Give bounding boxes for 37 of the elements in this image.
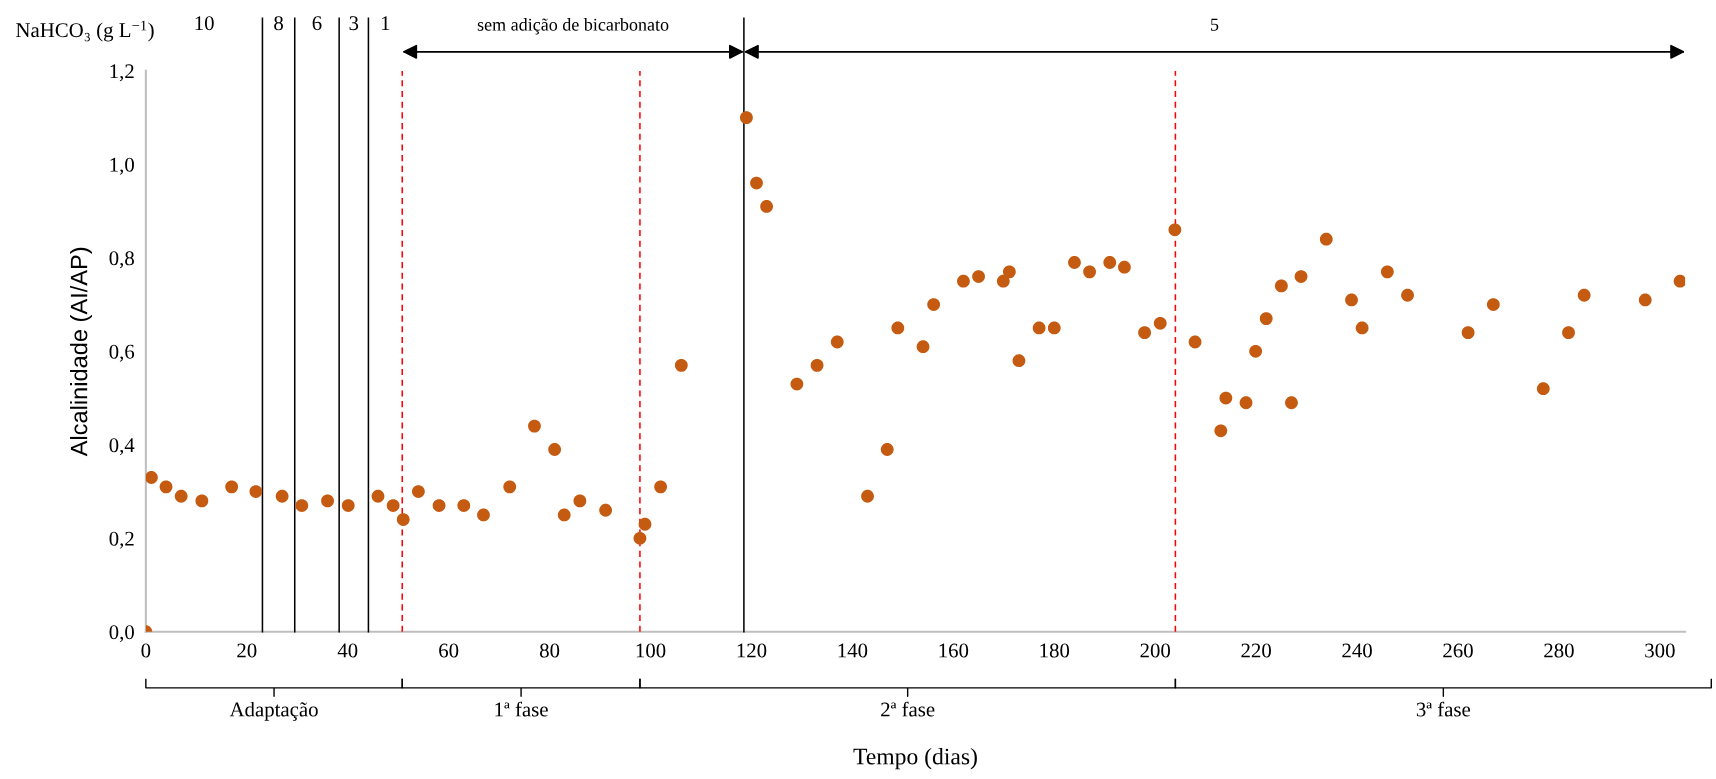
y-tick-label: 0,2 — [109, 531, 134, 549]
text: 5 — [1211, 18, 1219, 31]
text: NaHCO₃ (g L$^{−1}$) — [16, 20, 154, 42]
text: 3ª fase — [1416, 701, 1471, 717]
x-tick-label: 240 — [1342, 643, 1372, 658]
x-tick-label: 80 — [539, 643, 560, 658]
x-tick-label: 20 — [237, 643, 257, 658]
x-tick-label: 100 — [636, 643, 666, 658]
text: 1 — [381, 16, 390, 30]
x-tick-label: 200 — [1140, 643, 1171, 658]
text: Adaptação — [229, 701, 318, 721]
y-tick-label: 0,0 — [109, 625, 134, 643]
x-tick-label: 180 — [1040, 643, 1070, 658]
x-tick-label: 140 — [838, 643, 868, 658]
x-tick-label: 40 — [337, 643, 358, 658]
text: 2ª fase — [881, 701, 935, 717]
y-tick-label: 1,0 — [110, 157, 134, 175]
text: 3 — [349, 16, 359, 31]
x-tick-label: 60 — [439, 643, 459, 658]
text: 8 — [274, 16, 283, 31]
x-tick-label: 120 — [737, 643, 767, 658]
x-tick-label: 0 — [141, 643, 151, 658]
x-tick-label: 300 — [1645, 643, 1675, 658]
text: sem adição de bicarbonato — [477, 18, 669, 35]
x-tick-label: 220 — [1241, 643, 1271, 658]
text: 1ª fase — [495, 701, 548, 717]
y-tick-label: 0,4 — [109, 438, 135, 456]
y-tick-label: 0,8 — [109, 251, 134, 269]
y-tick-label: 0,6 — [109, 344, 135, 362]
x-tick-label: 280 — [1544, 643, 1574, 658]
x-tick-label: 160 — [939, 643, 969, 658]
x-axis-title: Tempo (dias) — [853, 747, 977, 770]
y-tick-label: 1,2 — [110, 64, 134, 82]
text: 6 — [312, 16, 322, 31]
y-axis-title: Alcalinidade (AI/AP) — [70, 247, 93, 457]
text: 10 — [195, 16, 214, 31]
x-tick-label: 260 — [1443, 643, 1473, 658]
